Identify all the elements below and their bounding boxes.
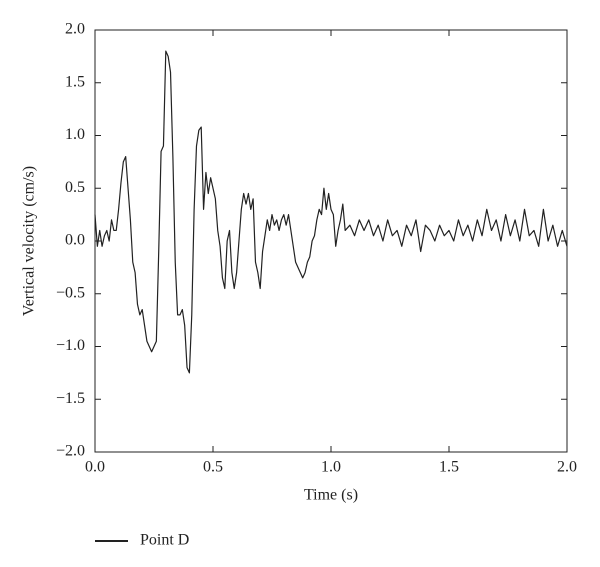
- y-axis-label: Vertical velocity (cm/s): [21, 166, 38, 316]
- x-tick-label: 0.0: [85, 459, 105, 476]
- y-tick-label: 1.0: [65, 126, 85, 143]
- x-axis-label: Time (s): [304, 487, 358, 504]
- x-tick-label: 1.5: [439, 459, 459, 476]
- y-tick-label: −2.0: [56, 443, 85, 460]
- x-tick-label: 1.0: [321, 459, 341, 476]
- legend-label: Point D: [140, 532, 189, 549]
- data-line: [94, 50, 568, 374]
- y-tick-label: −0.5: [56, 284, 85, 301]
- y-tick-label: 1.5: [65, 73, 85, 90]
- y-tick-label: 0.5: [65, 179, 85, 196]
- plot-frame: [94, 29, 568, 453]
- y-tick-label: 0.0: [65, 232, 85, 249]
- y-tick-label: −1.0: [56, 337, 85, 354]
- y-tick-label: −1.5: [56, 390, 85, 407]
- y-tick-label: 2.0: [65, 21, 85, 38]
- x-tick-label: 0.5: [203, 459, 223, 476]
- x-tick-label: 2.0: [557, 459, 577, 476]
